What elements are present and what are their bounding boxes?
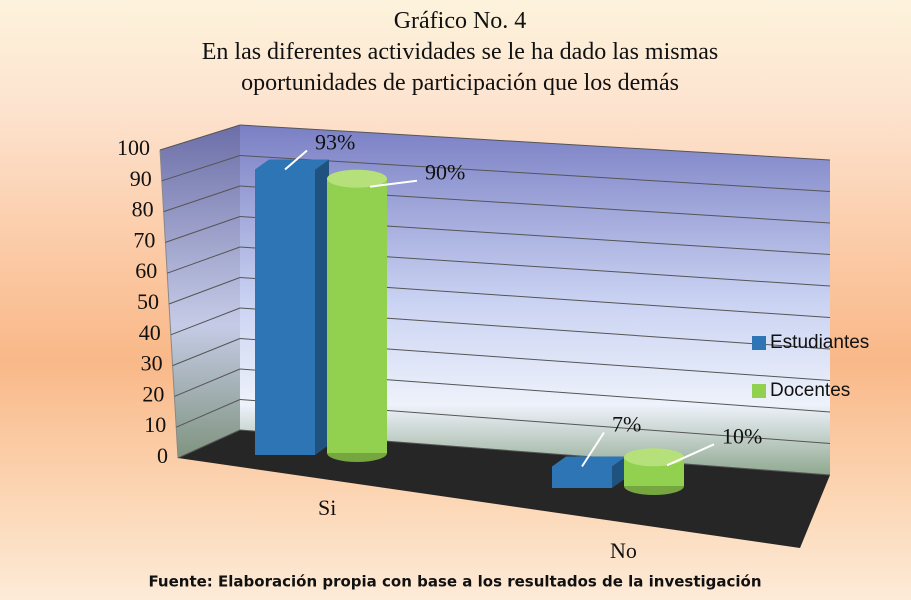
leader-line <box>666 443 715 467</box>
bar <box>552 466 612 488</box>
data-label: 10% <box>722 423 762 448</box>
y-tick-label: 10 <box>144 412 166 437</box>
x-tick-label: No <box>610 538 637 563</box>
legend-swatch <box>752 336 766 350</box>
grid-line <box>177 429 241 459</box>
leader-line <box>369 179 418 188</box>
bar-top <box>552 456 626 467</box>
bar <box>255 169 315 456</box>
grid-line <box>167 246 241 274</box>
legend-swatch <box>752 384 766 398</box>
y-tick-label: 0 <box>157 443 168 468</box>
chart-title: Gráfico No. 4 En las diferentes activida… <box>180 6 740 99</box>
legend-label: Docentes <box>770 380 850 401</box>
subtitle: En las diferentes actividades se le ha d… <box>201 39 719 96</box>
grid-line <box>239 155 831 192</box>
y-tick-label: 70 <box>133 227 155 252</box>
grid-line <box>165 216 241 243</box>
grid-line <box>159 124 241 151</box>
grid-line <box>172 338 241 367</box>
title: Gráfico No. 4 <box>393 8 527 34</box>
grid-line <box>239 124 831 161</box>
y-tick-label: 30 <box>141 351 163 376</box>
cylinder-top <box>624 448 684 467</box>
y-tick-label: 40 <box>139 320 161 345</box>
y-tick-label: 60 <box>135 258 157 283</box>
back-wall <box>240 125 830 475</box>
side-wall <box>160 125 240 458</box>
y-tick-label: 50 <box>137 289 159 314</box>
grid-line <box>168 277 241 305</box>
y-tick-label: 90 <box>130 166 152 191</box>
leader-line <box>581 431 605 468</box>
y-tick-label: 80 <box>132 197 154 222</box>
x-tick-label: Si <box>318 495 336 520</box>
data-label: 7% <box>612 412 641 437</box>
legend-label: Estudiantes <box>770 332 869 353</box>
bar-side <box>315 159 329 456</box>
grid-line <box>163 185 241 213</box>
leader-line <box>284 149 308 171</box>
cylinder-top <box>327 169 387 188</box>
data-label: 93% <box>315 130 355 155</box>
bar <box>327 178 387 453</box>
grid-line <box>161 155 241 182</box>
data-label: 90% <box>425 160 465 185</box>
bar-side <box>612 456 626 488</box>
y-tick-label: 100 <box>117 135 150 160</box>
source-note: Fuente: Elaboración propia con base a lo… <box>148 573 761 591</box>
grid-line <box>174 368 241 397</box>
grid-line <box>170 307 241 336</box>
y-tick-label: 20 <box>142 381 164 406</box>
grid-line <box>176 399 241 428</box>
